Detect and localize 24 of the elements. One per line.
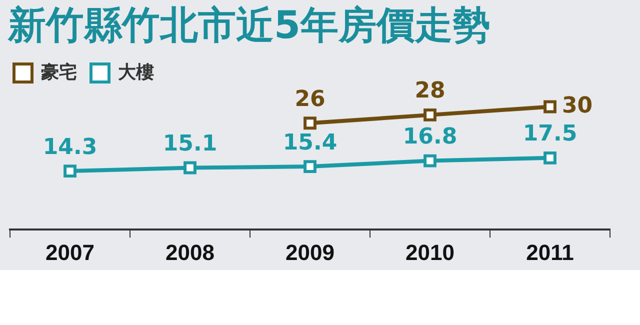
point <box>424 154 436 168</box>
data-label: 15.1 <box>162 131 218 156</box>
legend-label: 豪宅 <box>40 62 77 82</box>
x-tick-label: 2008 <box>166 240 214 265</box>
point <box>544 151 556 164</box>
x-tick-label: 2011 <box>526 240 574 265</box>
chart-title: 新竹縣竹北市近5年房價走勢 <box>6 2 492 49</box>
point <box>184 161 196 174</box>
data-label: 14.3 <box>42 134 98 160</box>
point <box>424 108 436 122</box>
data-label: 28 <box>414 78 446 104</box>
x-tick-label: 2007 <box>46 240 94 265</box>
data-label: 15.4 <box>282 130 338 156</box>
data-label: 26 <box>294 86 326 112</box>
data-label: 17.5 <box>522 122 578 147</box>
legend-label: 大樓 <box>117 62 154 82</box>
x-tick-label: 2010 <box>406 240 454 265</box>
x-tick-label: 2009 <box>286 240 334 265</box>
point <box>64 164 76 178</box>
data-label: 30 <box>562 93 593 118</box>
point <box>304 116 316 130</box>
point <box>304 160 316 173</box>
point <box>544 100 556 114</box>
data-label: 16.8 <box>402 124 458 150</box>
